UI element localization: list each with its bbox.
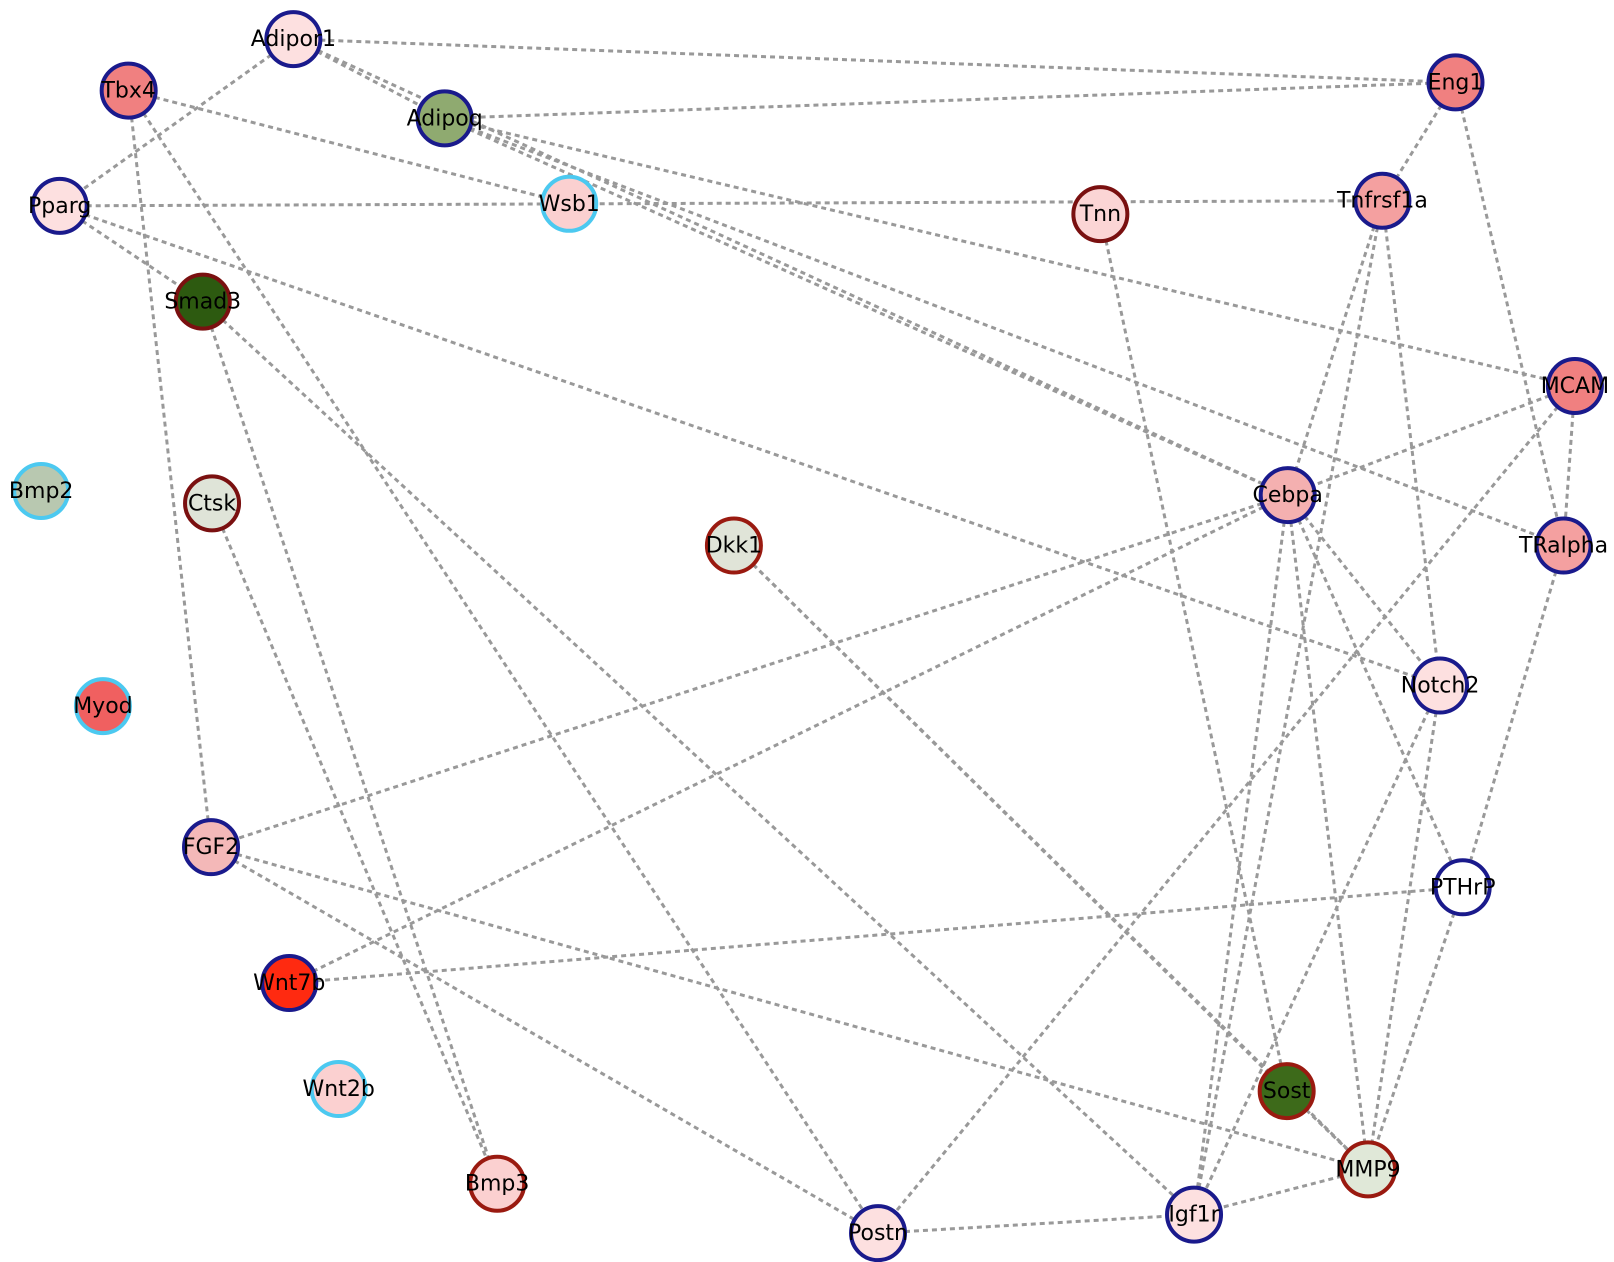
node-label: Wnt7b (253, 971, 325, 996)
node (1426, 53, 1485, 112)
node (1433, 858, 1492, 917)
node-label: Tbx4 (100, 79, 155, 104)
node-label: Cebpa (1253, 483, 1323, 508)
edge (1192, 684, 1442, 1216)
edge (1193, 1167, 1369, 1217)
edge (876, 385, 1577, 1235)
node-label: FGF2 (183, 835, 239, 860)
edge (732, 544, 1370, 1171)
edge (1454, 82, 1566, 546)
node-label: Bmp2 (9, 479, 74, 504)
edge (210, 845, 879, 1235)
edge (444, 116, 1565, 547)
node (260, 954, 319, 1013)
edge (1286, 200, 1384, 496)
node-label: Dkk1 (706, 534, 762, 559)
node (468, 1154, 527, 1213)
node (12, 461, 71, 520)
node (540, 174, 599, 233)
node (182, 818, 241, 877)
node (704, 516, 763, 575)
edge (1286, 494, 1442, 687)
node (73, 677, 132, 736)
node (1071, 185, 1130, 244)
node-label: Eng1 (1428, 70, 1484, 95)
node-label: PTHrP (1430, 875, 1496, 900)
node (1258, 466, 1317, 525)
node (30, 176, 89, 235)
node (1411, 656, 1470, 715)
node-label: Igf1r (1168, 1203, 1220, 1228)
node-label: Myod (73, 694, 132, 719)
edge (1287, 384, 1576, 497)
edge (444, 116, 1576, 388)
node (1353, 171, 1412, 230)
nodes: Adipor1 Tbx4 Adipoq Eng1 Pparg Wsb1 Tnn Tnfrsf1… (9, 10, 1609, 1262)
edge (444, 80, 1456, 120)
node-label: Wnt2b (303, 1077, 375, 1102)
node-label: Ctsk (188, 491, 236, 516)
edge (1366, 886, 1465, 1170)
edge (210, 502, 499, 1185)
node (309, 1060, 368, 1119)
edge (58, 37, 295, 208)
edge (1192, 200, 1384, 1215)
node (183, 474, 242, 533)
node-label: MMP9 (1335, 1157, 1400, 1182)
node (849, 1204, 908, 1262)
node-label: Adipor1 (251, 27, 336, 52)
node (1257, 1062, 1316, 1121)
node-label: Bmp3 (465, 1172, 530, 1197)
edge (1461, 545, 1566, 888)
node-label: Smad3 (164, 290, 241, 315)
node-label: TRalpha (1518, 534, 1608, 559)
edge (59, 204, 1441, 687)
node (173, 272, 232, 331)
edge (877, 1213, 1195, 1235)
node-label: Tnn (1079, 202, 1121, 227)
node-label: Tnfrsf1a (1336, 189, 1428, 214)
edge (293, 37, 1456, 84)
node (415, 89, 474, 148)
node (99, 61, 158, 120)
edge (1366, 685, 1442, 1170)
node-label: Sost (1263, 1079, 1311, 1104)
edge (59, 199, 1383, 208)
edge (1192, 494, 1290, 1215)
node-label: Postn (848, 1221, 908, 1246)
node (1338, 1140, 1397, 1199)
node (1165, 1185, 1224, 1244)
node-label: Wsb1 (539, 192, 600, 217)
edge (127, 89, 880, 1234)
node-label: Pparg (28, 194, 91, 219)
node-label: MCAM (1541, 374, 1609, 399)
edge (1380, 200, 1442, 686)
edge (210, 845, 1369, 1171)
node (1545, 357, 1604, 416)
edge (128, 89, 570, 206)
edge (201, 301, 499, 1185)
edge (1098, 213, 1289, 1092)
node (264, 10, 323, 69)
edges (58, 37, 1577, 1235)
node-label: Notch2 (1401, 674, 1480, 699)
node-label: Adipoq (407, 106, 483, 131)
edge (127, 90, 213, 848)
edge (289, 885, 1463, 985)
node (1534, 516, 1593, 575)
